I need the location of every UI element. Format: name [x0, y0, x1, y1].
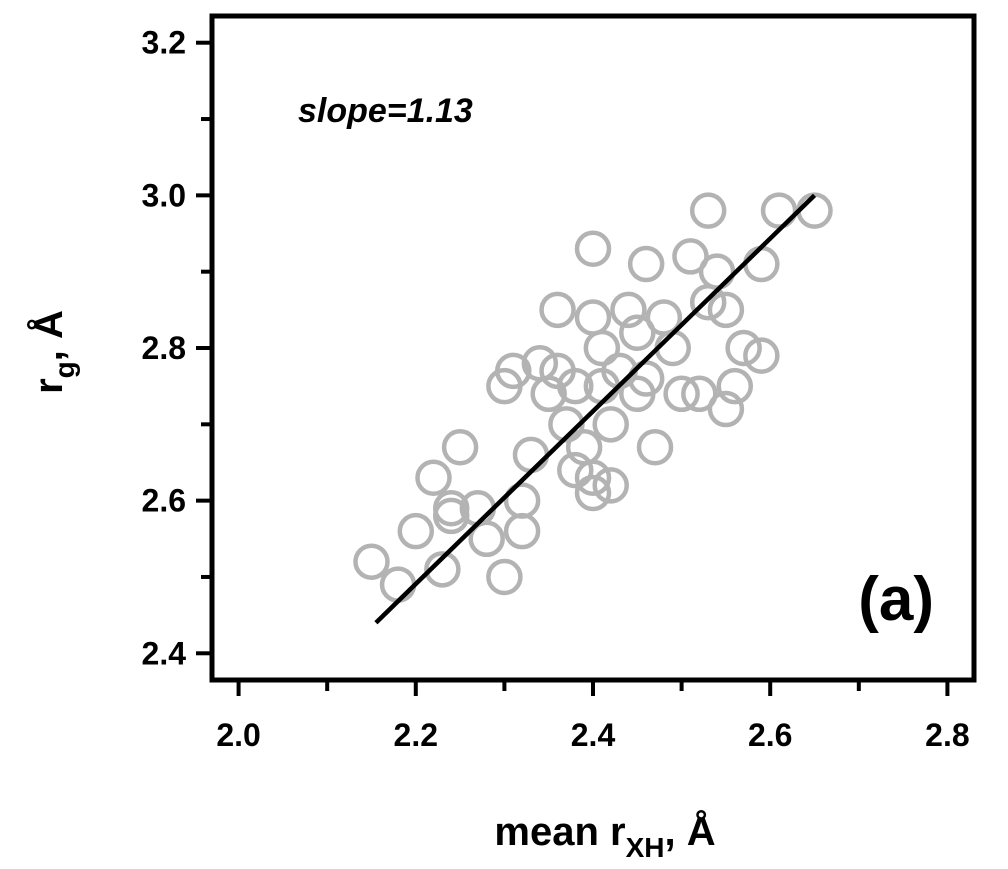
data-point	[574, 230, 612, 268]
data-point	[592, 406, 629, 443]
data-point	[495, 352, 532, 390]
x-axis-title-unit: , Å	[664, 809, 715, 854]
data-point	[681, 375, 718, 413]
data-point	[592, 467, 629, 504]
data-point	[707, 291, 745, 329]
data-point	[610, 291, 647, 329]
y-axis-title-main: r	[27, 378, 71, 394]
y-tick-label: 2.8	[142, 330, 186, 366]
y-axis-title: rg, Å	[26, 310, 80, 394]
x-tick-label: 2.2	[394, 717, 438, 753]
x-axis-title-main: mean r	[494, 810, 625, 854]
fit-line	[374, 193, 817, 625]
x-tick-label: 2.4	[571, 717, 616, 753]
x-axis: 2.0 2.2 2.4 2.6 2.8	[216, 680, 970, 753]
x-tick-label: 2.0	[216, 717, 260, 753]
data-point	[574, 474, 612, 512]
data-point	[530, 375, 567, 413]
x-axis-title: mean rXH, Å	[494, 809, 715, 863]
y-tick-label: 3.2	[142, 25, 186, 61]
y-tick-label: 2.6	[142, 483, 186, 519]
panel-label: (a)	[858, 565, 934, 634]
data-point	[725, 329, 762, 367]
data-point	[574, 459, 612, 496]
y-axis: 2.4 2.6 2.8 3.0 3.2	[142, 25, 212, 671]
y-axis-title-unit: , Å	[26, 310, 71, 361]
data-point	[468, 520, 505, 558]
data-point	[672, 238, 709, 275]
data-point	[486, 558, 523, 596]
data-point	[557, 451, 594, 489]
data-point	[707, 390, 745, 428]
y-axis-title-subscript: g	[49, 361, 80, 378]
data-point	[716, 367, 754, 405]
data-point	[557, 367, 594, 405]
x-axis-title-subscript: XH	[626, 832, 665, 863]
data-point	[663, 375, 700, 413]
data-point	[636, 428, 674, 466]
fit-layer	[374, 193, 817, 625]
x-tick-label: 2.8	[925, 717, 969, 753]
data-point	[627, 245, 665, 283]
data-point	[397, 512, 435, 550]
y-tick-label: 3.0	[142, 177, 186, 213]
data-point	[432, 497, 470, 535]
data-point	[415, 459, 452, 496]
data-point	[353, 543, 390, 580]
data-point	[583, 329, 621, 367]
data-point	[760, 192, 798, 229]
x-tick-label: 2.6	[748, 717, 792, 753]
y-axis-title-group: rg, Å	[26, 310, 80, 394]
data-point	[503, 512, 541, 550]
data-point	[441, 428, 479, 466]
data-point	[424, 551, 461, 588]
data-point	[619, 314, 656, 351]
data-point	[743, 337, 780, 374]
data-point	[689, 192, 727, 229]
data-point	[539, 291, 576, 329]
slope-annotation: slope=1.13	[298, 92, 473, 130]
y-tick-label: 2.4	[142, 635, 187, 671]
